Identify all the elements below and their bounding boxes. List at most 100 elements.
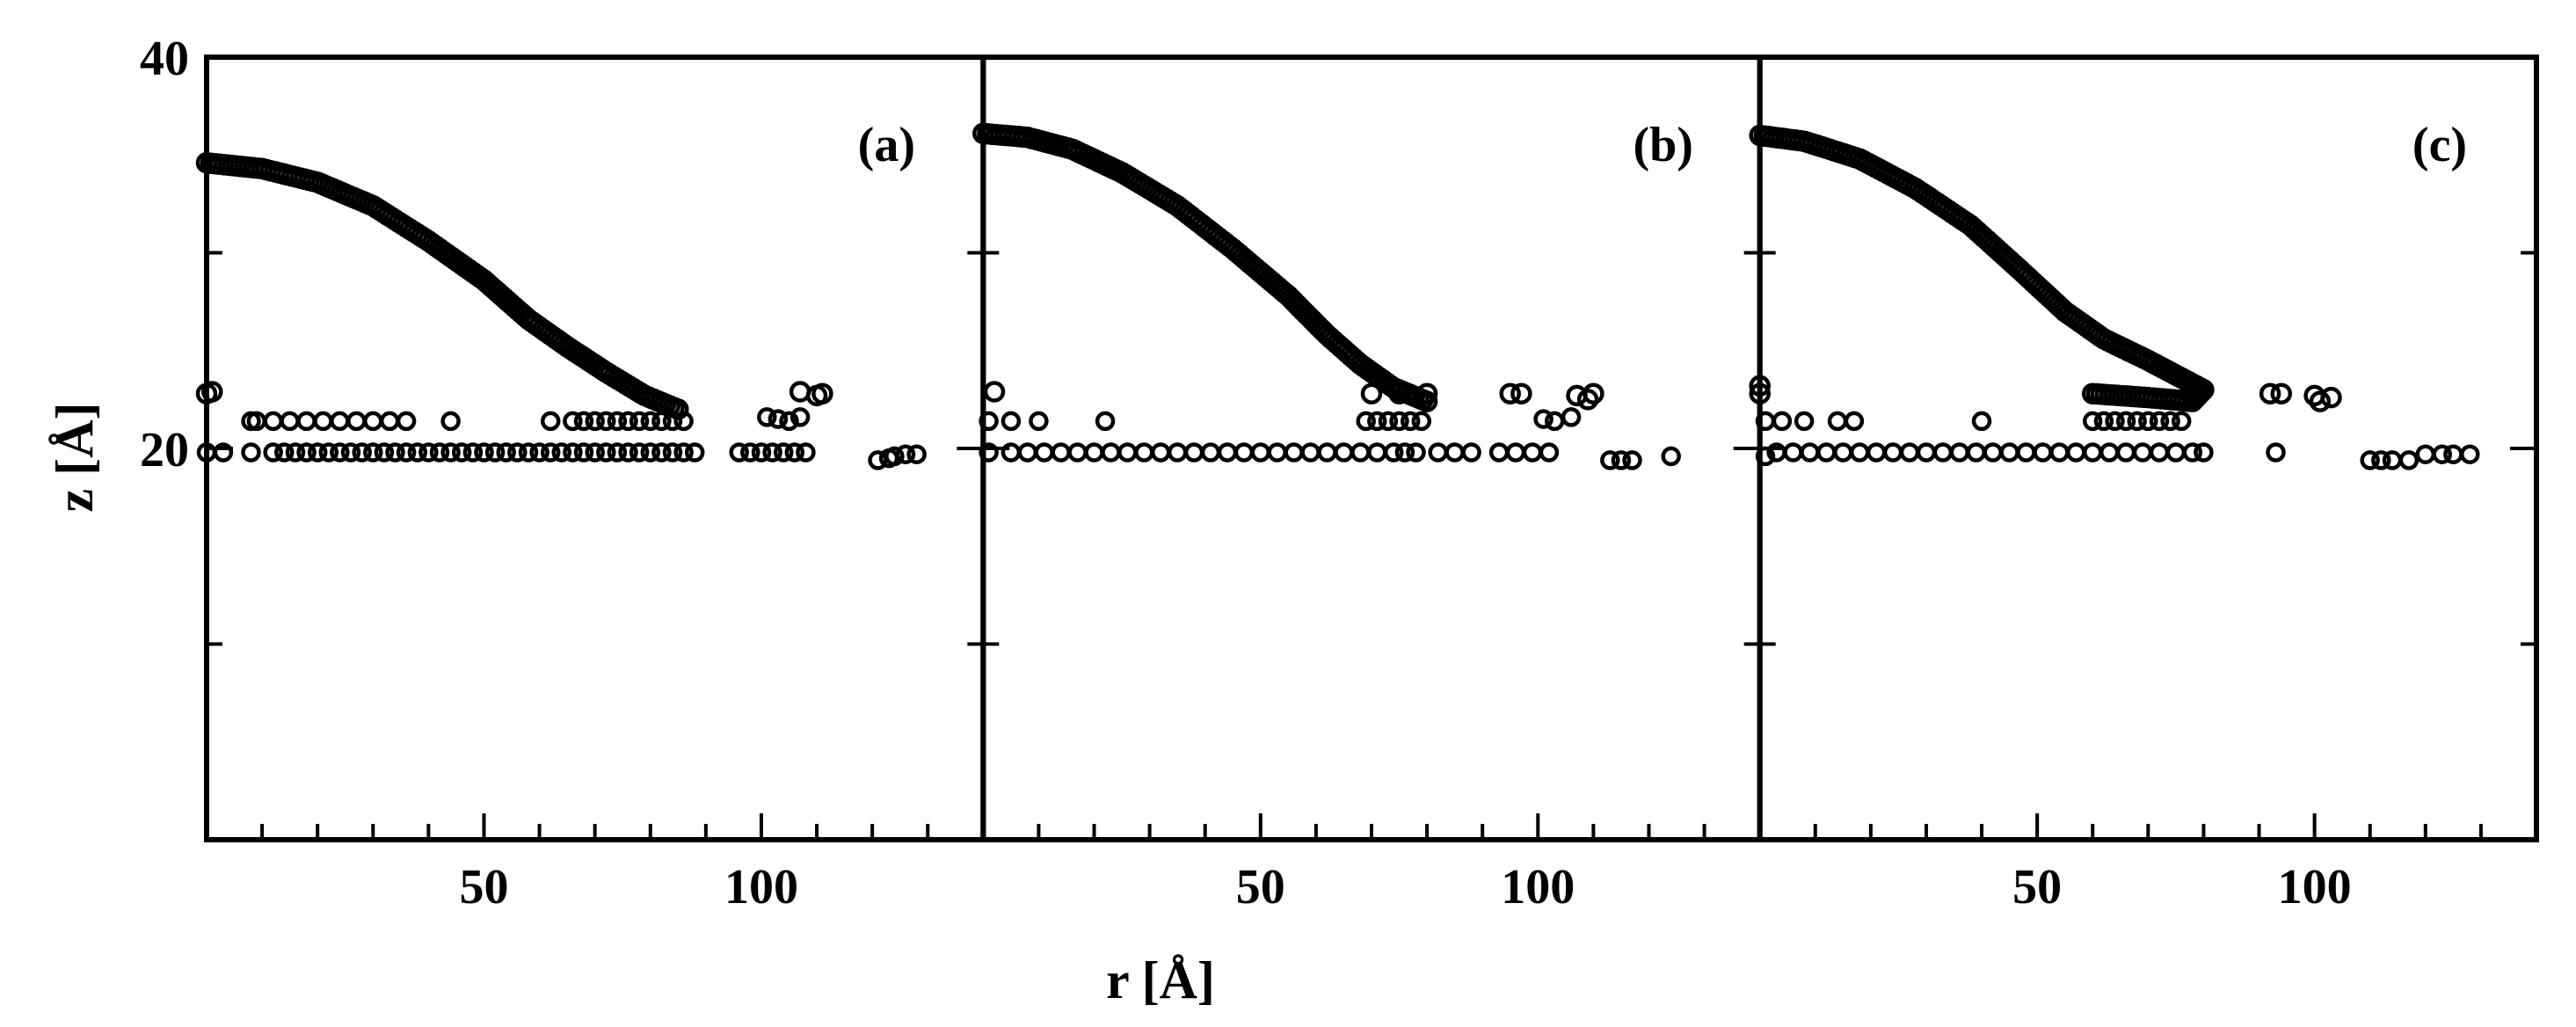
y-tick-label: 40 <box>140 32 189 86</box>
panel-1: 50 100 20 40 (a) <box>140 32 986 914</box>
layer2-point <box>640 411 661 432</box>
layer3-point <box>673 442 694 463</box>
x-tick-label: 50 <box>1236 860 1285 914</box>
layer2-point <box>651 411 672 432</box>
layer2-point <box>757 407 777 427</box>
layer3-point <box>1200 442 1221 463</box>
layer2-point <box>2082 411 2103 432</box>
layer3-point <box>296 442 317 463</box>
layer1-point <box>1360 382 1383 404</box>
layer3-point <box>1406 442 1426 463</box>
layer3-point <box>2049 442 2070 463</box>
layer3-point <box>1217 442 1238 463</box>
layer2-point <box>1389 411 1409 432</box>
layer3-point <box>1300 442 1321 463</box>
layer3-point <box>1522 442 1543 463</box>
layer2-point <box>2138 411 2158 432</box>
layer2-point <box>662 411 683 432</box>
x-tick-label: 100 <box>2278 860 2352 914</box>
layer3-point <box>684 442 705 463</box>
surface-point <box>2081 382 2104 404</box>
layer3-point <box>1317 442 1337 463</box>
layer2-point <box>2149 411 2170 432</box>
layer2-point <box>2171 411 2192 432</box>
layer3-point <box>518 442 539 463</box>
layer2-point <box>313 411 333 432</box>
layer2-point <box>1544 411 1565 432</box>
panel-2: 50 100 (b) <box>972 55 1763 914</box>
y-axis-label: z [Å] <box>46 403 104 513</box>
layer3-point <box>474 442 494 463</box>
layer2-point <box>379 411 400 432</box>
layer3-point <box>529 442 549 463</box>
layer3-point <box>2115 442 2136 463</box>
layer1-point <box>1388 382 1410 404</box>
layer2-point <box>1001 411 1022 432</box>
layer2-point <box>2115 411 2136 432</box>
x-tick-label: 50 <box>2012 860 2062 914</box>
layer3-point <box>1916 442 1937 463</box>
layer3-point <box>1600 450 1620 470</box>
layer2-point <box>673 411 694 432</box>
layer2-point <box>396 411 417 432</box>
layer2-point <box>330 411 350 432</box>
layer3-point <box>1899 442 1920 463</box>
layer3-point <box>1966 442 1986 463</box>
panel-label: (c) <box>2412 118 2467 172</box>
layer3-point <box>2149 442 2170 463</box>
layer3-point <box>895 444 916 464</box>
layer3-point <box>1661 446 1681 467</box>
layer1-point <box>1499 382 1521 404</box>
layer3-point <box>374 442 395 463</box>
layer2-point <box>1772 411 1793 432</box>
layer2-point <box>607 411 628 432</box>
layer2-point <box>1400 411 1421 432</box>
layer3-point <box>906 444 927 464</box>
layer3-point <box>1150 442 1171 463</box>
layer3-point <box>1428 442 1448 463</box>
panel-3-points <box>1749 124 2480 470</box>
layer3-point <box>2194 442 2214 463</box>
layer3-point <box>1800 442 1820 463</box>
layer3-point <box>2099 442 2120 463</box>
layer3-point <box>1183 442 1204 463</box>
panels-group: 50 100 20 40 (a) 50 100 (b) 50 100 (c) <box>140 32 2539 914</box>
layer3-point <box>1350 442 1371 463</box>
layer3-point <box>2165 442 2187 463</box>
layer3-point <box>1034 442 1054 463</box>
layer3-point <box>274 442 295 463</box>
panel-3: 50 100 (c) <box>1749 55 2539 914</box>
layer3-point <box>1067 442 1088 463</box>
layer2-point <box>1029 411 1049 432</box>
layer3-point <box>1101 442 1121 463</box>
layer3-point <box>1816 442 1837 463</box>
layer3-point <box>573 442 594 463</box>
layer2-point <box>363 411 383 432</box>
layer2-point <box>1378 411 1399 432</box>
layer3-point <box>585 442 605 463</box>
layer3-point <box>318 442 339 463</box>
layer3-point <box>1117 442 1138 463</box>
layer2-point <box>440 411 461 432</box>
layer3-point <box>1833 442 1853 463</box>
panel-2-points <box>972 122 1681 470</box>
layer3-point <box>1461 442 1481 463</box>
layer2-point <box>629 411 650 432</box>
layer2-point <box>263 411 283 432</box>
layer3-point <box>1866 442 1887 463</box>
layer3-point <box>662 442 683 463</box>
layer2-point <box>1827 411 1848 432</box>
layer2-point <box>1794 411 1815 432</box>
layer3-point <box>1383 442 1404 463</box>
layer3-point <box>418 442 439 463</box>
layer1-point <box>2320 386 2342 409</box>
layer3-point <box>1394 442 1415 463</box>
layer3-point <box>2266 442 2286 463</box>
layer1-point <box>1576 389 1599 411</box>
layer3-point <box>2360 450 2380 470</box>
layer3-point <box>1882 442 1903 463</box>
layer3-point <box>330 442 350 463</box>
layer2-point <box>573 411 594 432</box>
layer3-point <box>2371 450 2391 470</box>
